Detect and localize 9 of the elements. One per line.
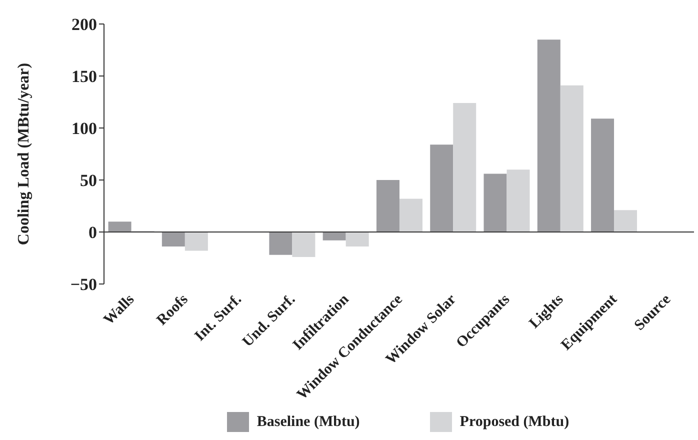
y-tick-label: 50 [80,171,97,190]
y-tick-label: 150 [72,67,97,86]
y-tick-label: −50 [70,275,97,294]
y-tick-label: 100 [72,119,97,138]
legend-label: Baseline (Mbtu) [256,414,360,430]
y-tick-label: 0 [88,223,97,242]
y-tick-label: 200 [72,15,97,34]
legend-label: Proposed (Mbtu) [460,414,570,430]
y-axis-title: Cooling Load (MBtu/year) [16,62,33,246]
